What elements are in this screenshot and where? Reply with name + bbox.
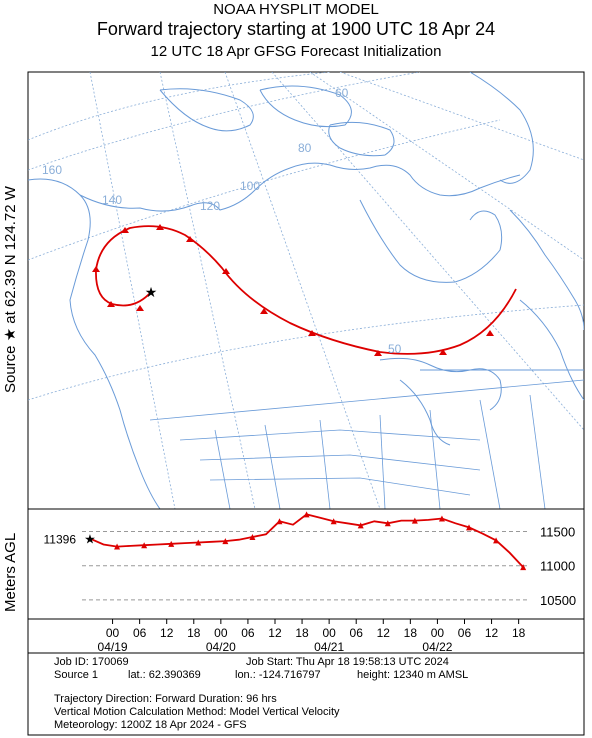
source-lat: lat.: 62.390369 bbox=[128, 669, 201, 681]
height-start-value: 11396 bbox=[44, 533, 77, 547]
height-panel: 10500 11000 11500 ★ 11396 bbox=[27, 508, 585, 620]
source-number: Source 1 bbox=[54, 669, 99, 681]
time-hour-label: 00 bbox=[214, 626, 228, 640]
height-marker bbox=[195, 539, 202, 546]
time-hour-label: 12 bbox=[160, 626, 174, 640]
time-hour-label: 18 bbox=[512, 626, 526, 640]
time-date-label: 04/20 bbox=[206, 640, 236, 654]
map-coastlines bbox=[28, 72, 584, 509]
time-date-label: 04/21 bbox=[314, 640, 344, 654]
time-hour-label: 18 bbox=[295, 626, 309, 640]
height-marker bbox=[438, 515, 445, 522]
graticule-label: 100 bbox=[240, 179, 260, 193]
height-marker bbox=[141, 542, 148, 549]
trajectory-path bbox=[95, 225, 517, 355]
time-hour-label: 06 bbox=[350, 626, 364, 640]
chart-subtitle: 12 UTC 18 Apr GFSG Forecast Initializati… bbox=[150, 43, 442, 60]
graticule-label: 60 bbox=[335, 86, 349, 100]
source-star-icon: ★ bbox=[145, 284, 158, 300]
time-axis-panel: 00 06 12 18 00 06 12 18 00 06 12 18 00 06 12 18 04/19 04/… bbox=[27, 618, 585, 654]
height-tick-label: 11500 bbox=[540, 525, 575, 540]
height-marker bbox=[520, 564, 527, 571]
height-gridlines bbox=[82, 531, 530, 601]
time-date-label: 04/19 bbox=[98, 640, 128, 654]
time-hour-label: 00 bbox=[322, 626, 336, 640]
time-hour-label: 12 bbox=[377, 626, 391, 640]
time-tick-labels: 00 06 12 18 00 06 12 18 00 06 12 18 00 06 12 18 04/19 04/… bbox=[98, 619, 526, 654]
graticule-labels: 60 80 100 120 140 160 50 bbox=[42, 86, 402, 356]
height-marker bbox=[249, 533, 256, 540]
height-series-markers bbox=[114, 511, 527, 571]
meteorology: Meteorology: 1200Z 18 Apr 2024 - GFS bbox=[54, 719, 247, 731]
time-hour-label: 06 bbox=[133, 626, 147, 640]
job-start: Job Start: Thu Apr 18 19:58:13 UTC 2024 bbox=[246, 656, 449, 668]
height-marker bbox=[303, 511, 310, 518]
info-panel bbox=[27, 652, 585, 736]
height-marker bbox=[357, 522, 364, 529]
graticule-label: 160 bbox=[42, 163, 62, 177]
height-start-star-icon: ★ bbox=[84, 532, 96, 547]
height-marker bbox=[222, 538, 229, 545]
height-marker bbox=[466, 524, 473, 531]
graticule-label: 80 bbox=[298, 141, 312, 155]
height-tick-label: 11000 bbox=[540, 559, 575, 574]
job-id: Job ID: 170069 bbox=[54, 656, 129, 668]
model-name: NOAA HYSPLIT MODEL bbox=[213, 1, 379, 18]
time-hour-label: 18 bbox=[187, 626, 201, 640]
source-location-label: Source ★ at 62.39 N 124.72 W bbox=[2, 185, 19, 393]
height-marker bbox=[330, 518, 337, 525]
height-marker bbox=[411, 517, 418, 524]
time-hour-label: 00 bbox=[106, 626, 120, 640]
height-marker bbox=[168, 540, 175, 547]
graticule-label: 120 bbox=[200, 199, 220, 213]
time-date-label: 04/22 bbox=[422, 640, 452, 654]
height-tick-labels: 10500 11000 11500 bbox=[540, 525, 576, 608]
map-panel: ★ 60 80 100 120 140 160 50 bbox=[27, 71, 585, 510]
time-hour-label: 12 bbox=[268, 626, 282, 640]
height-tick-label: 10500 bbox=[540, 593, 576, 608]
height-marker bbox=[493, 537, 500, 544]
graticule-label: 50 bbox=[388, 342, 402, 356]
time-hour-label: 06 bbox=[458, 626, 472, 640]
source-lon: lon.: -124.716797 bbox=[235, 669, 321, 681]
map-state-lines bbox=[149, 379, 584, 509]
source-height: height: 12340 m AMSL bbox=[357, 669, 469, 681]
time-hour-label: 18 bbox=[404, 626, 418, 640]
vertical-method: Vertical Motion Calculation Method: Mode… bbox=[54, 706, 340, 718]
trajectory-markers bbox=[92, 224, 494, 356]
height-marker bbox=[276, 518, 283, 525]
time-hour-label: 00 bbox=[431, 626, 445, 640]
height-axis-label: Meters AGL bbox=[2, 533, 19, 612]
chart-title: Forward trajectory starting at 1900 UTC … bbox=[96, 19, 496, 39]
height-marker bbox=[114, 543, 121, 550]
graticule-label: 140 bbox=[102, 193, 122, 207]
trajectory-direction: Trajectory Direction: Forward Duration: … bbox=[54, 693, 277, 705]
time-hour-label: 06 bbox=[241, 626, 255, 640]
time-hour-label: 12 bbox=[485, 626, 499, 640]
height-marker bbox=[384, 520, 391, 527]
